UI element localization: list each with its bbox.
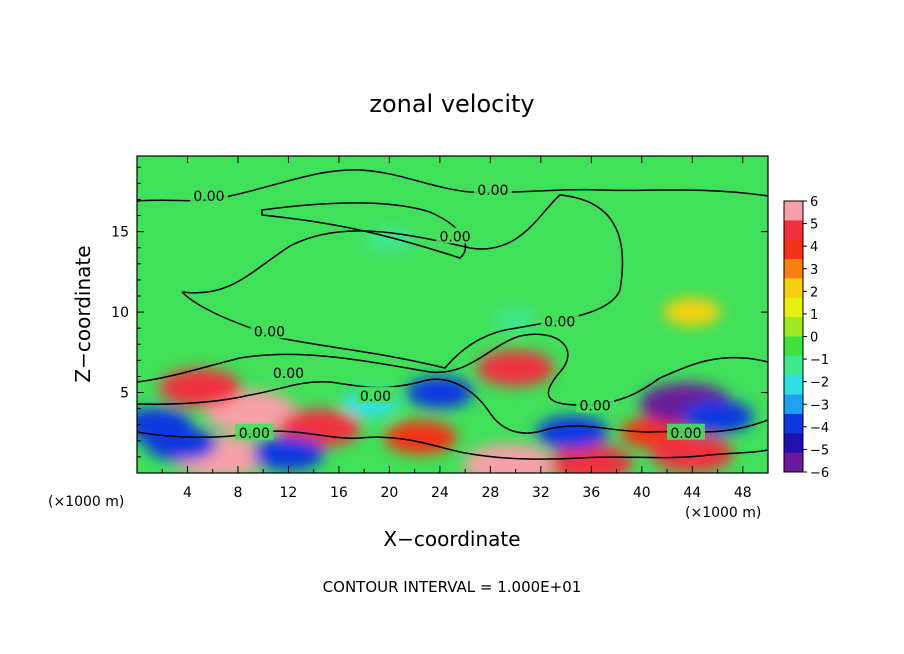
colorbar-tick-label: 3	[810, 263, 818, 278]
x-tick-label: 24	[431, 485, 449, 501]
y-tick-label: 10	[111, 305, 129, 321]
heatmap-cell	[252, 436, 325, 471]
y-ticks: 5 10 15	[111, 166, 768, 458]
y-axis-label: Z−coordinate	[71, 245, 95, 382]
contour-label: 0.00	[360, 389, 391, 405]
colorbar-tick-label: −4	[810, 421, 829, 436]
contour-label: 0.00	[273, 366, 304, 382]
colorbar-tick-label: 0	[810, 331, 818, 346]
contour-line	[137, 378, 768, 434]
y-tick-label: 5	[120, 386, 129, 402]
contour-line	[181, 194, 624, 369]
contour-line	[137, 333, 768, 406]
contour-label: 0.00	[544, 315, 575, 331]
contour-label-bg	[576, 396, 615, 413]
contour-labels: 0.00 0.00 0.00 0.00 0.00 0.00 0.00 0.00 0.00 0.00	[189, 180, 705, 442]
contour-label-bg	[473, 180, 512, 197]
colorbar-segment	[784, 297, 803, 318]
colorbar-segments	[784, 201, 803, 473]
colorbar-tick-label: 1	[810, 308, 818, 323]
chart-title: zonal velocity	[369, 90, 534, 118]
contour-label-bg	[269, 364, 308, 381]
contour-label: 0.00	[477, 183, 508, 199]
contour-label: 0.00	[580, 398, 611, 414]
contour-interval-footer: CONTOUR INTERVAL = 1.000E+01	[323, 578, 582, 596]
colorbar-segment	[784, 317, 803, 337]
heatmap-cell	[663, 298, 721, 327]
contour-label-bg	[666, 423, 705, 440]
colorbar-tick-label: −3	[810, 398, 829, 413]
y-tick-label: 15	[111, 225, 129, 241]
x-tick-label: 16	[330, 485, 348, 501]
contour-label: 0.00	[193, 189, 224, 205]
contour-label: 0.00	[239, 426, 270, 442]
plot-area: 0.00 0.00 0.00 0.00 0.00 0.00 0.00 0.00 0.00 0.00	[136, 155, 769, 474]
x-axis: 4 8 12 16 20 24 28 32 36 40 44 48 X−coordinate (×10…	[48, 156, 761, 551]
colorbar-tick-label: 6	[810, 195, 818, 210]
colorbar-tick-label: −1	[810, 353, 829, 368]
y-axis: 5 10 15 Z−coordinate	[71, 166, 768, 458]
contour-label: 0.00	[254, 324, 285, 340]
heatmap-cell	[406, 376, 474, 409]
contour-line	[261, 202, 467, 259]
contour-label: 0.00	[670, 426, 701, 442]
heatmap-cell	[145, 427, 218, 462]
x-tick-label: 32	[532, 485, 550, 501]
heatmap-cell	[477, 350, 555, 387]
colorbar-segment	[784, 375, 803, 396]
colorbar: 6 5 4 3 2 1 0 −1 −2 −3 −4 −5 −6	[783, 195, 829, 481]
x-unit-label-right: (×1000 m)	[685, 505, 761, 521]
colorbar-segment	[784, 413, 803, 434]
contour-line	[137, 169, 768, 202]
x-tick-label: 20	[380, 485, 398, 501]
colorbar-segment	[784, 239, 803, 260]
colorbar-segment	[784, 259, 803, 279]
x-tick-label: 36	[582, 485, 600, 501]
contour-label: 0.00	[439, 229, 470, 245]
contour-label-bg	[356, 386, 395, 403]
x-unit-label-left: (×1000 m)	[48, 494, 124, 510]
colorbar-tick-label: −6	[810, 466, 829, 481]
colorbar-tick-label: 2	[810, 285, 818, 300]
x-tick-label: 8	[233, 485, 242, 501]
colorbar-segment	[784, 433, 803, 454]
x-tick-label: 48	[734, 485, 752, 501]
heatmap-cell	[536, 415, 609, 450]
heatmap-cell	[159, 368, 242, 407]
colorbar-tick-label: −5	[810, 443, 829, 458]
heatmap-cell	[550, 444, 633, 473]
contour-label-bg	[189, 187, 228, 204]
colorbar-segment	[784, 394, 803, 415]
colorbar-segment	[784, 452, 803, 473]
contour-label-bg	[235, 423, 274, 440]
x-axis-label: X−coordinate	[383, 527, 520, 551]
colorbar-segment	[784, 201, 803, 221]
x-ticks: 4 8 12 16 20 24 28 32 36 40 44 48	[161, 156, 752, 501]
x-tick-label: 4	[183, 485, 192, 501]
colorbar-tick-label: 5	[810, 218, 818, 233]
x-tick-label: 12	[280, 485, 298, 501]
colorbar-segment	[784, 355, 803, 376]
x-tick-label: 44	[683, 485, 701, 501]
x-tick-label: 40	[633, 485, 651, 501]
colorbar-tick-label: 4	[810, 240, 818, 255]
heatmap-cell	[463, 443, 556, 473]
colorbar-ticks: 6 5 4 3 2 1 0 −1 −2 −3 −4 −5 −6	[803, 195, 829, 481]
colorbar-segment	[784, 336, 803, 357]
colorbar-segment	[784, 278, 803, 299]
colorbar-segment	[784, 220, 803, 241]
colorbar-tick-label: −2	[810, 376, 829, 391]
x-tick-label: 28	[481, 485, 499, 501]
contour-label-bg	[540, 312, 579, 329]
contour-label-bg	[250, 322, 289, 339]
plot-frame	[136, 155, 769, 474]
heatmap-cell	[651, 434, 734, 473]
contour-label-bg	[436, 227, 475, 244]
